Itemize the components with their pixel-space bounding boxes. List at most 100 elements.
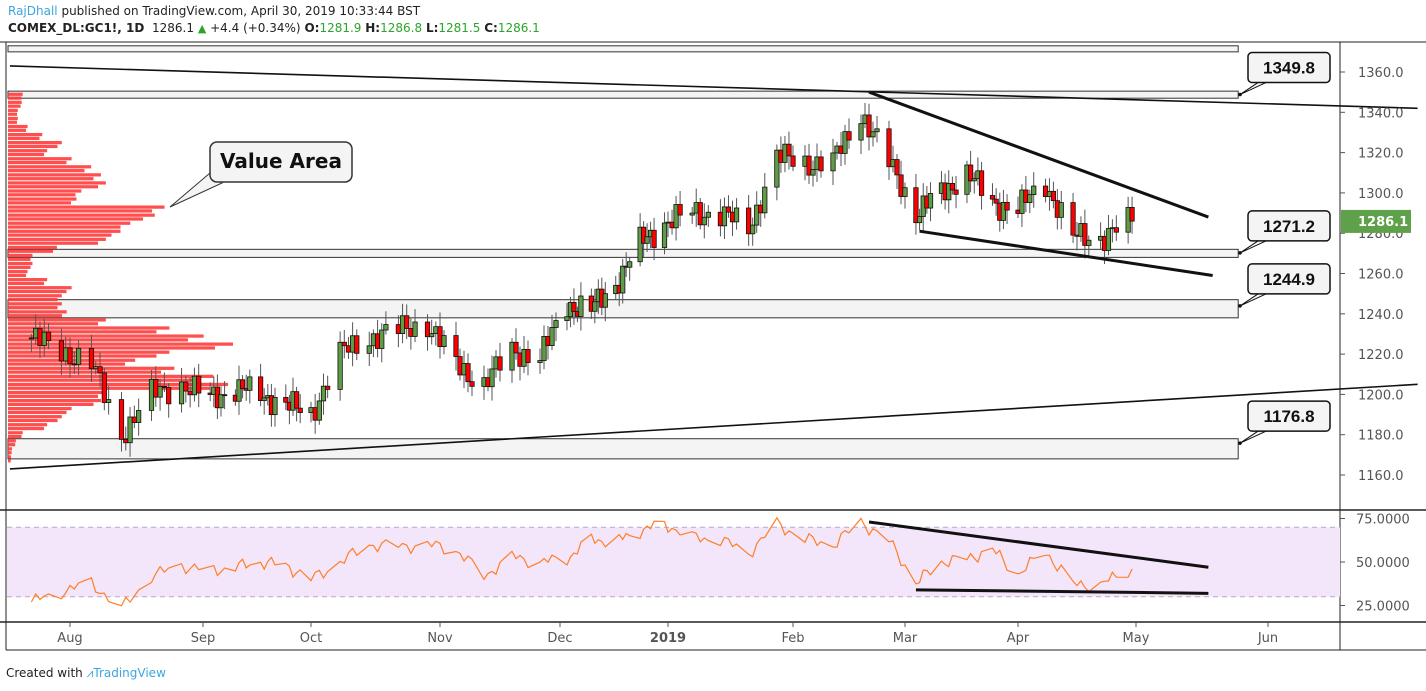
candle-down <box>161 385 167 388</box>
candle-up <box>830 152 836 172</box>
footer: Created with ⩘TradingView <box>6 666 166 681</box>
candle-up <box>592 301 598 312</box>
price-tick-label: 1360.0 <box>1358 66 1404 81</box>
candle-up <box>701 216 707 226</box>
volume-profile-bar <box>8 197 77 201</box>
candle-down <box>469 381 475 387</box>
volume-profile-bar <box>8 310 67 314</box>
volume-profile-bar <box>8 459 11 463</box>
volume-profile-bar <box>8 423 48 427</box>
volume-profile-bar <box>8 297 58 302</box>
candle-up <box>93 366 99 370</box>
symbol-legend: COMEX_DL:GC1!, 1D 1286.1 ▲ +4.4 (+0.34%)… <box>8 21 540 35</box>
candle-down <box>45 331 52 342</box>
volume-profile-bar <box>8 265 31 269</box>
candle-down <box>953 189 959 195</box>
volume-profile-bar <box>8 374 214 378</box>
price-callout-box <box>1247 51 1331 84</box>
volume-profile-bar <box>8 173 101 177</box>
volume-profile-bar <box>8 410 67 415</box>
volume-profile-bar <box>8 152 44 157</box>
rsi-line <box>30 516 1133 607</box>
volume-profile-bar <box>8 443 16 447</box>
candle-up <box>191 375 198 396</box>
rsi-trendline <box>868 520 1209 569</box>
candle-down <box>786 143 792 157</box>
volume-profile-bar <box>8 132 43 137</box>
candle-up <box>705 211 711 218</box>
candle-down <box>886 128 892 168</box>
candle-up <box>412 321 418 337</box>
volume-profile-bar <box>8 382 229 387</box>
candle-down <box>894 159 900 176</box>
last-price-label: 1286.1 <box>1358 215 1408 230</box>
trendline <box>9 383 1418 470</box>
volume-profile-bar <box>8 390 106 395</box>
volume-profile-bar <box>8 294 62 298</box>
candle-down <box>341 341 347 347</box>
callout-anchor <box>1238 251 1242 255</box>
candle-down <box>395 324 401 334</box>
volume-profile-bar <box>8 177 94 181</box>
candle-down <box>497 356 503 371</box>
volume-profile-bar <box>8 318 106 322</box>
price-tick-label: 1320.0 <box>1358 147 1404 162</box>
candle-up <box>509 341 515 371</box>
volume-profile-bar <box>8 144 58 149</box>
time-tick-label: Oct <box>300 631 322 646</box>
author-link[interactable]: RajDhall <box>8 4 58 18</box>
candle-down <box>101 372 107 403</box>
volume-profile-bar <box>8 306 58 310</box>
time-tick-label: Feb <box>781 631 804 646</box>
annotation-box <box>209 141 353 183</box>
candle-up <box>762 186 768 214</box>
volume-profile-bar <box>8 402 94 406</box>
candle-down <box>404 315 410 329</box>
callout-anchor <box>1238 304 1242 308</box>
price-callout-box <box>1247 263 1331 295</box>
price-tick-label: 1200.0 <box>1358 388 1404 403</box>
price-chart[interactable]: 1349.8 1271.2 1244.9 1176.8 Value Area 1360.0… <box>0 0 1426 660</box>
candle-up <box>774 149 780 188</box>
candle-down <box>71 363 77 366</box>
annotation-label: Value Area <box>220 149 342 173</box>
candle-down <box>818 156 824 172</box>
candle-up <box>350 335 356 353</box>
time-tick-label: Mar <box>893 631 918 646</box>
volume-profile-bar <box>8 314 62 318</box>
volume-profile-bar <box>8 217 143 221</box>
volume-profile-bar <box>8 116 18 121</box>
volume-profile-bar <box>8 124 28 129</box>
tradingview-link[interactable]: TradingView <box>93 666 166 680</box>
price-tick-label: 1160.0 <box>1358 469 1404 484</box>
volume-profile-bar <box>8 189 82 193</box>
candle-up <box>578 295 584 317</box>
candle-up <box>549 327 555 346</box>
volume-profile-bar <box>8 455 11 459</box>
candle-up <box>733 207 740 223</box>
candle-up <box>178 381 185 405</box>
candle-up <box>810 169 816 176</box>
volume-profile-bar <box>8 193 76 197</box>
candle-up <box>75 347 82 365</box>
candle-up <box>337 341 343 390</box>
support-resistance-zone <box>7 248 1239 258</box>
tradingview-logo-icon: ⩘ <box>86 666 94 680</box>
volume-profile-bar <box>8 302 62 306</box>
candle-down <box>993 198 999 204</box>
candle-down <box>297 407 303 413</box>
volume-profile-bar <box>8 394 98 398</box>
candle-up <box>541 336 547 361</box>
volume-profile-bar <box>8 221 131 225</box>
candle-up <box>553 320 559 328</box>
time-tick-label: 2019 <box>650 631 686 646</box>
volume-profile-bar <box>8 157 72 161</box>
volume-profile-bar <box>8 370 161 374</box>
volume-profile-bar <box>8 273 26 278</box>
candle-down <box>513 341 519 354</box>
candle-down <box>345 345 352 353</box>
candle-down <box>58 340 65 362</box>
candle-down <box>374 333 381 349</box>
candle-down <box>325 385 331 390</box>
support-resistance-zone <box>7 45 1239 53</box>
